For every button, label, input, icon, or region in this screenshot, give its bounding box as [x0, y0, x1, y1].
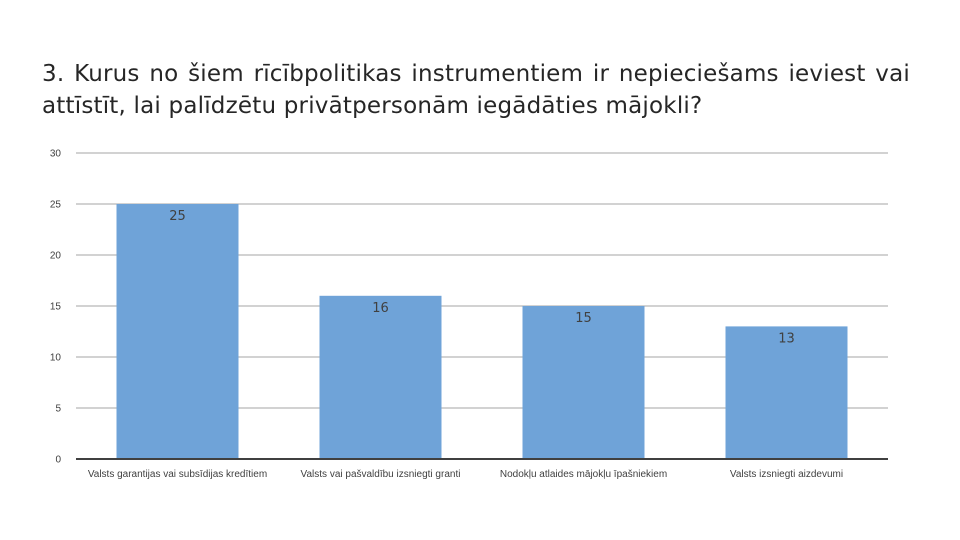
x-category-label: Valsts vai pašvaldību izsniegti granti — [301, 469, 461, 480]
x-category-label: Valsts izsniegti aizdevumi — [730, 469, 843, 480]
x-axis-labels: Valsts garantijas vai subsīdijas kredīti… — [88, 469, 843, 480]
bar — [319, 295, 442, 459]
slide-title: 3. Kurus no šiem rīcībpolitikas instrume… — [42, 61, 910, 119]
x-category-label: Valsts garantijas vai subsīdijas kredīti… — [88, 469, 267, 480]
data-labels: 25 16 15 13 — [169, 209, 795, 346]
bar — [116, 204, 239, 459]
bar-value-label: 25 — [169, 209, 186, 224]
y-tick-label: 5 — [55, 404, 61, 415]
y-tick-label: 30 — [50, 149, 62, 160]
bar — [522, 306, 645, 459]
y-tick-label: 25 — [50, 200, 62, 211]
bars — [116, 204, 848, 459]
bar-value-label: 16 — [372, 301, 389, 316]
y-tick-label: 0 — [55, 455, 61, 466]
y-tick-label: 15 — [50, 302, 62, 313]
bar — [725, 326, 848, 459]
y-tick-label: 20 — [50, 251, 62, 262]
bar-value-label: 13 — [778, 331, 795, 346]
y-tick-label: 10 — [50, 353, 62, 364]
bar-value-label: 15 — [575, 311, 592, 326]
x-category-label: Nodokļu atlaides mājokļu īpašniekiem — [500, 469, 667, 480]
y-axis-ticks: 0 5 10 15 20 25 30 — [50, 149, 62, 466]
